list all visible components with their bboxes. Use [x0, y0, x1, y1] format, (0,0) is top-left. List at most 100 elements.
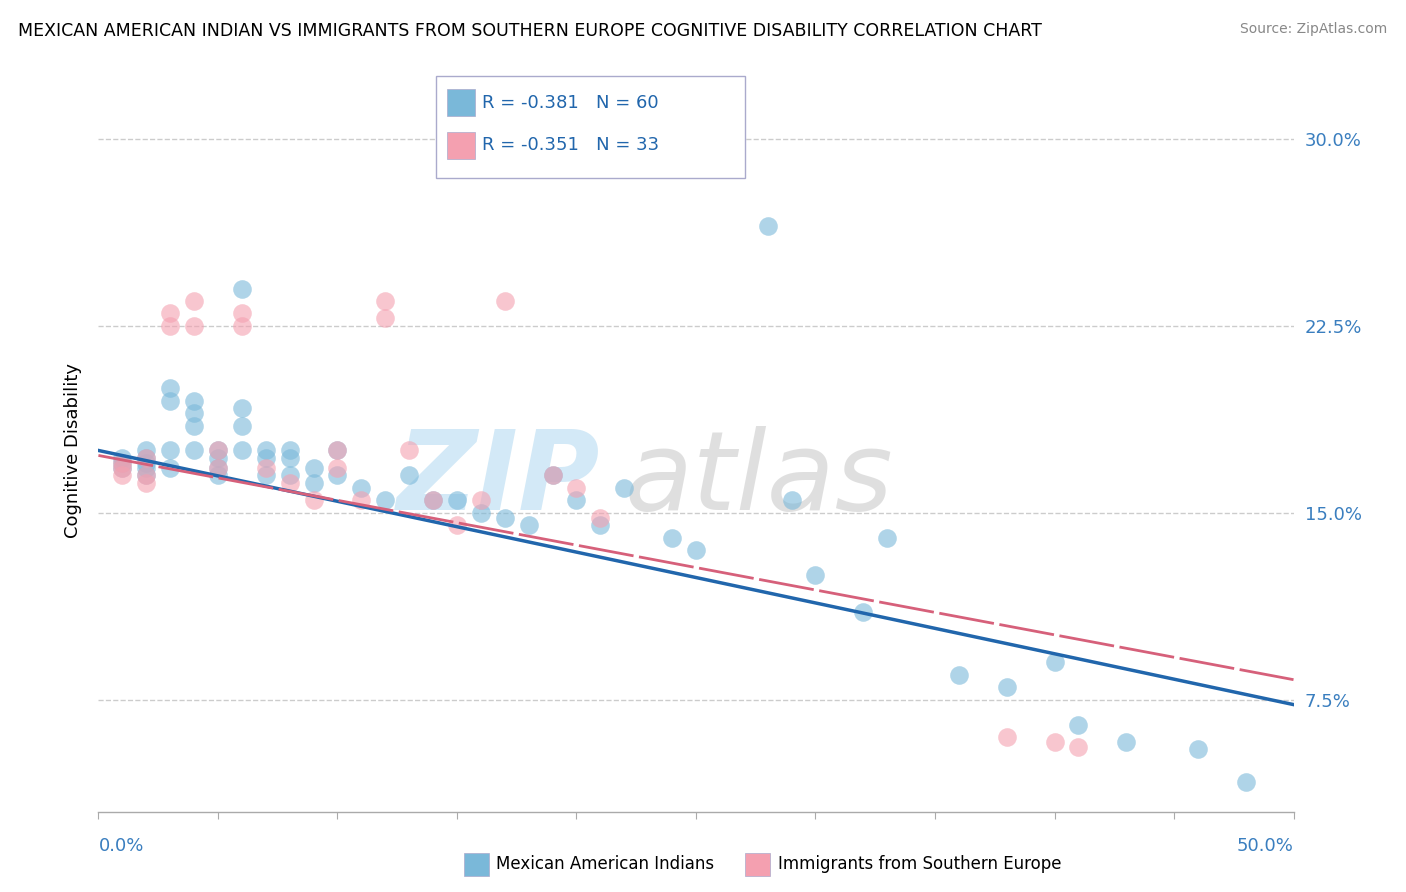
Point [446, 493, 468, 508]
Point [207, 443, 229, 458]
Point [876, 531, 898, 545]
Point [326, 468, 349, 483]
Text: 0.0%: 0.0% [98, 837, 143, 855]
Point [111, 461, 134, 475]
Point [111, 461, 134, 475]
Point [231, 443, 253, 458]
Point [661, 531, 683, 545]
Point [254, 450, 277, 465]
Point [541, 468, 564, 483]
Point [135, 450, 157, 465]
Point [1067, 739, 1090, 754]
Point [135, 456, 157, 470]
Point [254, 461, 277, 475]
Point [183, 318, 205, 333]
Point [1234, 774, 1257, 789]
Text: atlas: atlas [624, 425, 893, 533]
Point [422, 493, 444, 508]
Point [326, 443, 349, 458]
Point [207, 461, 229, 475]
Point [326, 461, 349, 475]
Point [494, 293, 516, 308]
Point [207, 468, 229, 483]
Text: 50.0%: 50.0% [1237, 837, 1294, 855]
Point [278, 443, 301, 458]
Point [1043, 735, 1066, 749]
Point [135, 468, 157, 483]
Point [446, 518, 468, 533]
Point [756, 219, 779, 234]
Point [159, 443, 181, 458]
Text: R = -0.381   N = 60: R = -0.381 N = 60 [482, 94, 659, 112]
Point [111, 468, 134, 483]
Point [517, 518, 540, 533]
Text: Mexican American Indians: Mexican American Indians [496, 855, 714, 873]
Point [135, 450, 157, 465]
Point [374, 493, 396, 508]
Point [183, 443, 205, 458]
Point [804, 568, 827, 582]
Point [111, 456, 134, 470]
Point [135, 443, 157, 458]
Text: Source: ZipAtlas.com: Source: ZipAtlas.com [1240, 22, 1388, 37]
Point [374, 311, 396, 326]
Point [326, 443, 349, 458]
Point [183, 418, 205, 433]
Point [302, 475, 325, 490]
Point [278, 475, 301, 490]
Point [374, 293, 396, 308]
Point [995, 680, 1018, 694]
Point [1067, 717, 1090, 731]
Point [231, 318, 253, 333]
Point [685, 543, 707, 558]
Point [111, 456, 134, 470]
Y-axis label: Cognitive Disability: Cognitive Disability [63, 363, 82, 538]
Point [350, 493, 373, 508]
Point [183, 406, 205, 420]
Point [1115, 735, 1137, 749]
Point [589, 510, 612, 524]
Point [183, 293, 205, 308]
Point [302, 493, 325, 508]
Point [207, 461, 229, 475]
Point [207, 443, 229, 458]
Text: MEXICAN AMERICAN INDIAN VS IMMIGRANTS FROM SOUTHERN EUROPE COGNITIVE DISABILITY : MEXICAN AMERICAN INDIAN VS IMMIGRANTS FR… [18, 22, 1042, 40]
Point [565, 481, 588, 495]
Point [159, 381, 181, 395]
Point [589, 518, 612, 533]
Point [398, 468, 420, 483]
Point [135, 475, 157, 490]
Point [398, 443, 420, 458]
Point [231, 418, 253, 433]
Point [207, 450, 229, 465]
Point [159, 461, 181, 475]
Point [350, 481, 373, 495]
Point [135, 468, 157, 483]
Point [159, 306, 181, 320]
Point [278, 450, 301, 465]
Point [159, 318, 181, 333]
Point [470, 506, 492, 520]
Point [254, 443, 277, 458]
Point [613, 481, 636, 495]
Point [278, 468, 301, 483]
Point [852, 606, 875, 620]
Point [1043, 655, 1066, 669]
Point [780, 493, 803, 508]
Point [231, 306, 253, 320]
Point [1187, 742, 1209, 756]
Point [565, 493, 588, 508]
Point [111, 450, 134, 465]
Text: R = -0.351   N = 33: R = -0.351 N = 33 [482, 136, 659, 154]
Point [254, 468, 277, 483]
Point [135, 461, 157, 475]
Point [541, 468, 564, 483]
Text: Immigrants from Southern Europe: Immigrants from Southern Europe [778, 855, 1062, 873]
Point [470, 493, 492, 508]
Point [948, 667, 970, 681]
Point [183, 393, 205, 408]
Point [494, 510, 516, 524]
Point [422, 493, 444, 508]
Point [159, 393, 181, 408]
Point [995, 730, 1018, 744]
